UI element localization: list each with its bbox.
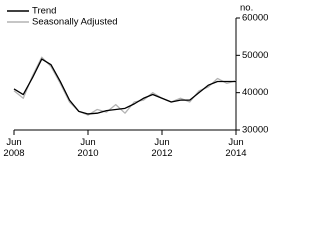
x-tick-label: Jun 2008	[3, 137, 24, 159]
line-series	[13, 56, 237, 116]
y-tick-label: 40000	[242, 87, 268, 98]
y-unit: no.	[240, 3, 253, 14]
y-tick-label: 50000	[242, 50, 268, 61]
line-series	[13, 58, 236, 115]
chart: no. 30000 40000 50000 60000 Jun 2008 Jun 2010 Ju…	[3, 3, 268, 159]
y-tick-label: 30000	[242, 125, 268, 136]
x-tick-label: Jun 2014	[225, 137, 246, 159]
x-tick-label: Jun 2012	[151, 137, 172, 159]
x-tick-label: Jun 2010	[77, 137, 98, 159]
legend-label: Trend	[32, 6, 56, 17]
legend-label: Seasonally Adjusted	[32, 17, 118, 28]
y-tick-label: 60000	[242, 13, 268, 24]
